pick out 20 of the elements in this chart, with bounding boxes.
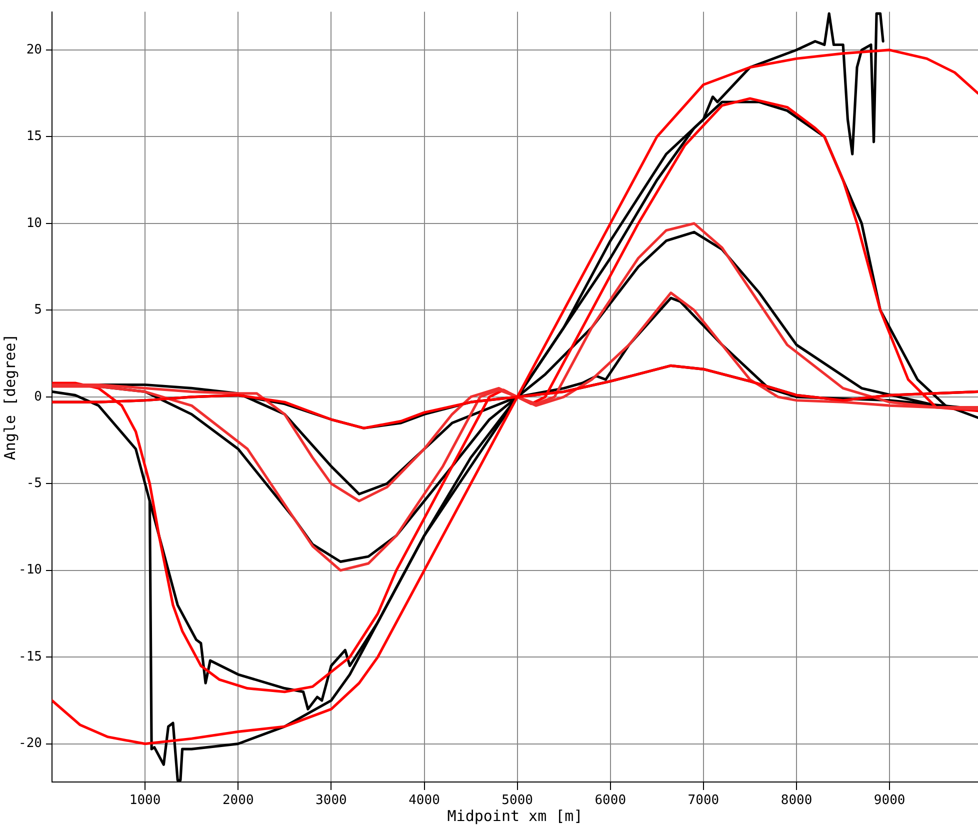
x-tick-label: 8000 xyxy=(780,793,812,808)
x-tick-label: 6000 xyxy=(594,793,626,808)
y-tick-label: 10 xyxy=(26,216,42,231)
y-tick-label: 0 xyxy=(34,389,42,404)
y-tick-label: -10 xyxy=(18,562,42,578)
x-tick-label: 7000 xyxy=(688,793,720,808)
x-tick-label: 5000 xyxy=(502,793,533,808)
y-tick-label: -20 xyxy=(18,736,42,752)
y-tick-label: 15 xyxy=(26,129,42,144)
x-tick-label: 4000 xyxy=(408,793,440,808)
y-tick-label: -15 xyxy=(18,649,42,664)
y-tick-label: 5 xyxy=(34,302,42,318)
x-tick-label: 1000 xyxy=(129,793,161,808)
y-tick-label: 20 xyxy=(26,42,42,58)
x-axis-title: Midpoint xm [m] xyxy=(447,806,583,825)
x-tick-label: 9000 xyxy=(874,793,906,808)
x-tick-label: 3000 xyxy=(316,793,347,808)
y-tick-label: -5 xyxy=(26,476,42,492)
y-axis-title: Angle [degree] xyxy=(0,334,19,460)
x-tick-label: 2000 xyxy=(222,793,254,808)
